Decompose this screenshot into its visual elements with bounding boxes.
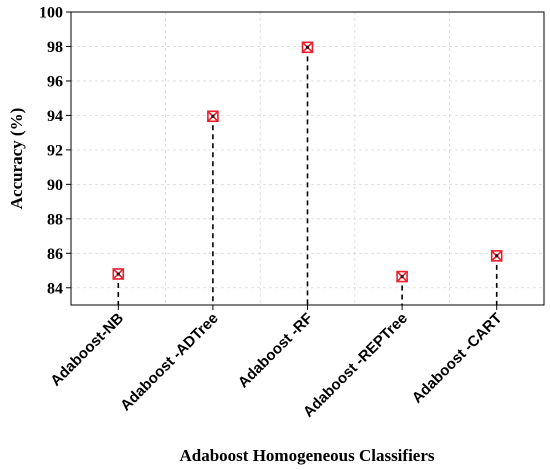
y-tick-label: 96 <box>47 73 63 90</box>
y-tick-label: 100 <box>39 5 63 22</box>
y-tick-label: 88 <box>47 211 63 228</box>
x-tick-label: Adaboost -CART <box>409 310 506 407</box>
data-point <box>207 110 219 123</box>
x-tick-label: Adaboost -RF <box>235 310 317 392</box>
y-tick-label: 92 <box>47 142 63 159</box>
data-point <box>301 41 314 54</box>
x-axis-title: Adaboost Homogeneous Classifiers <box>179 446 434 465</box>
y-tick-label: 98 <box>47 39 63 56</box>
y-ticks: 84 86 88 90 92 94 96 98 100 <box>39 5 71 297</box>
x-tick-label: Adaboost -ADTree <box>117 310 222 415</box>
data-point <box>490 250 503 262</box>
y-tick-label: 86 <box>47 246 63 263</box>
data-point <box>112 268 125 280</box>
stems <box>117 47 498 305</box>
y-tick-label: 84 <box>47 280 63 297</box>
y-axis-title: Accuracy (%) <box>7 108 26 210</box>
y-tick-label: 94 <box>47 108 63 125</box>
x-tick-label: Adaboost-NB <box>47 310 127 390</box>
y-tick-label: 90 <box>47 177 63 194</box>
markers <box>112 41 503 283</box>
x-tick-label: Adaboost -REPTree <box>300 310 411 421</box>
data-point <box>396 270 408 283</box>
